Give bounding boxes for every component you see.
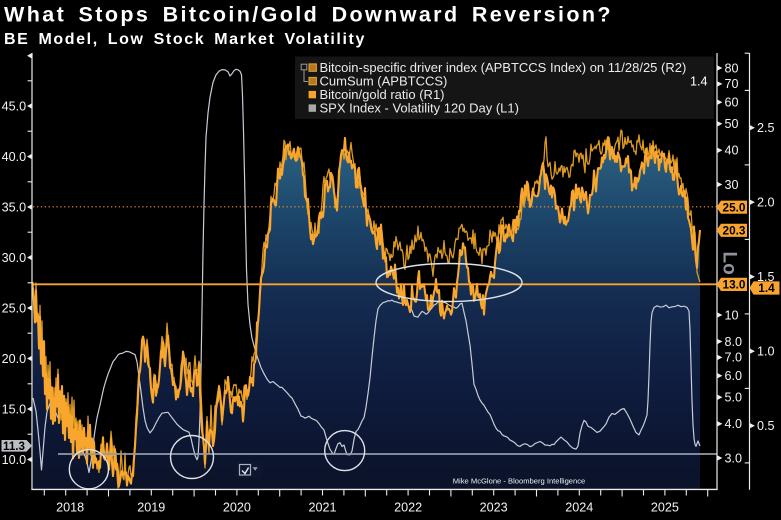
svg-text:2024: 2024	[565, 501, 593, 515]
svg-text:1.5: 1.5	[757, 270, 775, 284]
svg-text:10.0: 10.0	[2, 453, 27, 467]
svg-text:10: 10	[725, 308, 739, 322]
svg-text:80: 80	[725, 61, 739, 75]
svg-text:20.0: 20.0	[2, 352, 27, 366]
svg-text:45.0: 45.0	[2, 99, 27, 113]
svg-text:7.0: 7.0	[725, 351, 743, 365]
svg-text:2020: 2020	[223, 501, 251, 515]
svg-text:2018: 2018	[56, 501, 84, 515]
svg-text:2021: 2021	[308, 501, 336, 515]
svg-text:11.3: 11.3	[3, 440, 25, 453]
svg-text:13.0: 13.0	[723, 278, 746, 292]
svg-text:2019: 2019	[137, 501, 165, 515]
svg-text:SPX Index - Volatility 120 Day: SPX Index - Volatility 120 Day (L1)	[320, 101, 519, 116]
svg-text:6.0: 6.0	[725, 369, 743, 383]
svg-text:Bitcoin-specific driver index: Bitcoin-specific driver index (APBTCCS I…	[320, 60, 687, 75]
svg-text:35.0: 35.0	[2, 200, 27, 214]
svg-text:20.3: 20.3	[723, 224, 746, 238]
svg-text:Bitcoin/gold ratio (R1): Bitcoin/gold ratio (R1)	[320, 87, 445, 102]
svg-text:2.0: 2.0	[757, 196, 775, 210]
svg-text:3.0: 3.0	[725, 451, 743, 465]
svg-text:BE Model, Low Stock Market Vol: BE Model, Low Stock Market Volatility	[4, 31, 366, 48]
svg-text:25.0: 25.0	[723, 200, 746, 214]
svg-text:2023: 2023	[480, 501, 508, 515]
svg-text:CumSum (APBTCCS): CumSum (APBTCCS)	[320, 74, 448, 89]
svg-text:5.0: 5.0	[725, 391, 743, 405]
svg-text:15.0: 15.0	[2, 402, 27, 416]
svg-text:Lo: Lo	[719, 252, 740, 275]
svg-text:Mike McGlone - Bloomberg Intel: Mike McGlone - Bloomberg Intelligence	[453, 477, 586, 486]
svg-text:40.0: 40.0	[2, 150, 27, 164]
svg-text:What Stops Bitcoin/Gold Downwa: What Stops Bitcoin/Gold Downward Reversi…	[4, 3, 613, 27]
svg-text:2022: 2022	[394, 501, 422, 515]
svg-text:30.0: 30.0	[2, 251, 27, 265]
svg-text:2025: 2025	[651, 501, 679, 515]
svg-text:40: 40	[725, 144, 739, 158]
svg-text:1.0: 1.0	[757, 345, 775, 359]
svg-text:70: 70	[725, 77, 739, 91]
svg-text:25.0: 25.0	[2, 301, 27, 315]
svg-text:1.4: 1.4	[690, 75, 708, 89]
svg-text:60: 60	[725, 96, 739, 110]
svg-text:8.0: 8.0	[725, 335, 743, 349]
svg-text:4.0: 4.0	[725, 417, 743, 431]
svg-text:50: 50	[725, 117, 739, 131]
svg-text:2.5: 2.5	[757, 121, 775, 135]
svg-text:0.5: 0.5	[757, 419, 775, 433]
svg-text:30: 30	[725, 178, 739, 192]
svg-text:1.4: 1.4	[758, 281, 775, 295]
